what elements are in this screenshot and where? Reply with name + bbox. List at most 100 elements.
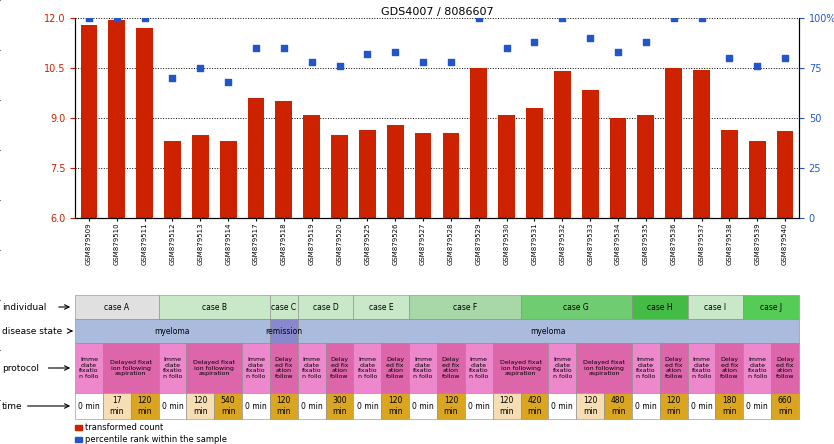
Point — [361, 51, 374, 58]
Bar — [470, 68, 487, 218]
Text: case C: case C — [271, 302, 296, 312]
Text: 0 min: 0 min — [301, 401, 323, 411]
Text: Imme
diate
fixatio
n follo: Imme diate fixatio n follo — [302, 357, 321, 379]
Point — [166, 75, 179, 82]
Text: Imme
diate
fixatio
n follo: Imme diate fixatio n follo — [414, 357, 433, 379]
Text: remission: remission — [265, 326, 303, 336]
Text: Imme
diate
fixatio
n follo: Imme diate fixatio n follo — [246, 357, 266, 379]
Text: percentile rank within the sample: percentile rank within the sample — [85, 435, 227, 444]
Bar — [498, 115, 515, 218]
Point — [222, 79, 235, 86]
Point — [500, 44, 513, 52]
Text: 0 min: 0 min — [245, 401, 267, 411]
Text: Imme
diate
fixatio
n follo: Imme diate fixatio n follo — [79, 357, 98, 379]
Text: case G: case G — [563, 302, 589, 312]
Point — [695, 15, 708, 22]
Text: case D: case D — [313, 302, 339, 312]
Text: case E: case E — [369, 302, 394, 312]
Bar — [331, 135, 348, 218]
Text: 120
min: 120 min — [138, 396, 152, 416]
Bar — [721, 130, 738, 218]
Point — [333, 63, 346, 70]
Text: Delay
ed fix
ation
follow: Delay ed fix ation follow — [776, 357, 794, 379]
Text: Delay
ed fix
ation
follow: Delay ed fix ation follow — [386, 357, 404, 379]
Text: protocol: protocol — [2, 364, 39, 373]
Point — [445, 59, 458, 66]
Bar — [108, 20, 125, 218]
Text: 0 min: 0 min — [691, 401, 712, 411]
Bar — [749, 141, 766, 218]
Text: case H: case H — [647, 302, 672, 312]
Text: Imme
diate
fixatio
n follo: Imme diate fixatio n follo — [636, 357, 656, 379]
Text: Imme
diate
fixatio
n follo: Imme diate fixatio n follo — [552, 357, 572, 379]
Text: Imme
diate
fixatio
n follo: Imme diate fixatio n follo — [163, 357, 183, 379]
Bar — [443, 133, 460, 218]
Text: 120
min: 120 min — [500, 396, 514, 416]
Point — [305, 59, 319, 66]
Text: case F: case F — [453, 302, 477, 312]
Point — [667, 15, 681, 22]
Text: Imme
diate
fixatio
n follo: Imme diate fixatio n follo — [747, 357, 767, 379]
Text: 660
min: 660 min — [778, 396, 792, 416]
Bar — [693, 70, 710, 218]
Text: Delayed fixat
ion following
aspiration: Delayed fixat ion following aspiration — [500, 360, 541, 377]
Bar — [275, 101, 292, 218]
Text: 120
min: 120 min — [388, 396, 403, 416]
Text: Delayed fixat
ion following
aspiration: Delayed fixat ion following aspiration — [583, 360, 625, 377]
Text: 120
min: 120 min — [666, 396, 681, 416]
Bar — [192, 135, 208, 218]
Text: 120
min: 120 min — [193, 396, 208, 416]
Text: Imme
diate
fixatio
n follo: Imme diate fixatio n follo — [469, 357, 489, 379]
Point — [110, 15, 123, 22]
Point — [778, 55, 791, 62]
Text: 420
min: 420 min — [527, 396, 542, 416]
Text: Delay
ed fix
ation
follow: Delay ed fix ation follow — [330, 357, 349, 379]
Point — [639, 39, 652, 46]
Text: 120
min: 120 min — [583, 396, 597, 416]
Text: 120
min: 120 min — [277, 396, 291, 416]
Bar — [81, 25, 98, 218]
Text: case J: case J — [760, 302, 782, 312]
Text: 300
min: 300 min — [332, 396, 347, 416]
Text: 120
min: 120 min — [444, 396, 458, 416]
Text: Delay
ed fix
ation
follow: Delay ed fix ation follow — [442, 357, 460, 379]
Point — [83, 15, 96, 22]
Bar — [610, 118, 626, 218]
Bar — [304, 115, 320, 218]
Bar — [359, 130, 376, 218]
Text: 0 min: 0 min — [412, 401, 434, 411]
Bar — [582, 90, 599, 218]
Text: 0 min: 0 min — [162, 401, 183, 411]
Point — [472, 15, 485, 22]
Text: Imme
diate
fixatio
n follo: Imme diate fixatio n follo — [691, 357, 711, 379]
Bar — [414, 133, 431, 218]
Text: Delayed fixat
ion following
aspiration: Delayed fixat ion following aspiration — [110, 360, 152, 377]
Text: disease state: disease state — [2, 326, 63, 336]
Text: 0 min: 0 min — [356, 401, 379, 411]
Text: Delay
ed fix
ation
follow: Delay ed fix ation follow — [720, 357, 739, 379]
Text: case B: case B — [202, 302, 227, 312]
Point — [611, 48, 625, 56]
Point — [389, 48, 402, 56]
Text: 0 min: 0 min — [468, 401, 490, 411]
Text: myeloma: myeloma — [155, 326, 190, 336]
Text: time: time — [2, 401, 23, 411]
Bar — [526, 108, 543, 218]
Text: Delay
ed fix
ation
follow: Delay ed fix ation follow — [274, 357, 293, 379]
Point — [249, 44, 263, 52]
Title: GDS4007 / 8086607: GDS4007 / 8086607 — [380, 7, 494, 17]
Point — [528, 39, 541, 46]
Text: 180
min: 180 min — [722, 396, 736, 416]
Point — [723, 55, 736, 62]
Text: 540
min: 540 min — [221, 396, 235, 416]
Point — [555, 15, 569, 22]
Text: case I: case I — [705, 302, 726, 312]
Bar — [387, 125, 404, 218]
Point — [751, 63, 764, 70]
Bar — [554, 71, 570, 218]
Bar — [248, 98, 264, 218]
Bar — [136, 28, 153, 218]
Text: Imme
diate
fixatio
n follo: Imme diate fixatio n follo — [358, 357, 377, 379]
Text: 0 min: 0 min — [551, 401, 573, 411]
Text: transformed count: transformed count — [85, 423, 163, 432]
